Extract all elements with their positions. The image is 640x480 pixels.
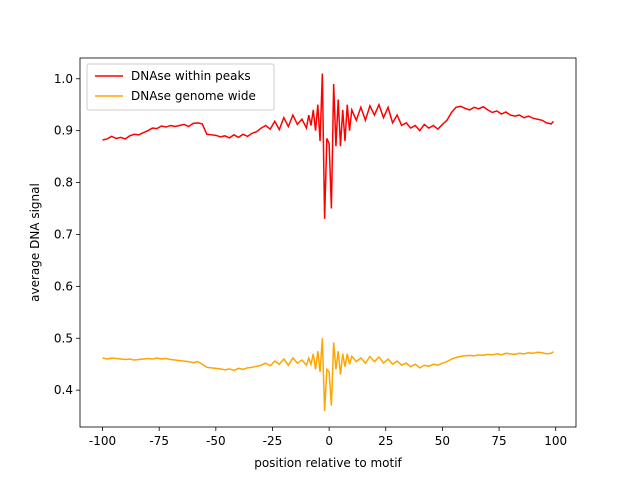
x-tick-label: -50	[206, 434, 226, 448]
x-tick-label: 50	[435, 434, 450, 448]
x-tick-label: 0	[325, 434, 333, 448]
x-tick-label: -100	[89, 434, 116, 448]
data-line	[102, 338, 554, 411]
y-tick-label: 0.5	[54, 331, 73, 345]
y-tick-label: 0.6	[54, 279, 73, 293]
y-tick-label: 1.0	[54, 72, 73, 86]
data-line	[102, 73, 555, 219]
x-tick-label: -25	[263, 434, 283, 448]
x-tick-label: 100	[544, 434, 567, 448]
legend-box	[86, 63, 275, 111]
x-tick-label: 75	[491, 434, 506, 448]
x-axis-label: position relative to motif	[254, 456, 402, 470]
y-tick-label: 0.7	[54, 227, 73, 241]
legend-label: DNAse within peaks	[131, 69, 251, 83]
x-tick-label: -75	[149, 434, 169, 448]
y-tick-label: 0.9	[54, 124, 73, 138]
plot-frame	[79, 57, 577, 428]
x-tick-label: 25	[378, 434, 393, 448]
y-tick-label: 0.4	[54, 383, 73, 397]
legend-label: DNAse genome wide	[131, 89, 256, 103]
y-tick-label: 0.8	[54, 176, 73, 190]
y-axis-label: average DNA signal	[28, 183, 42, 302]
